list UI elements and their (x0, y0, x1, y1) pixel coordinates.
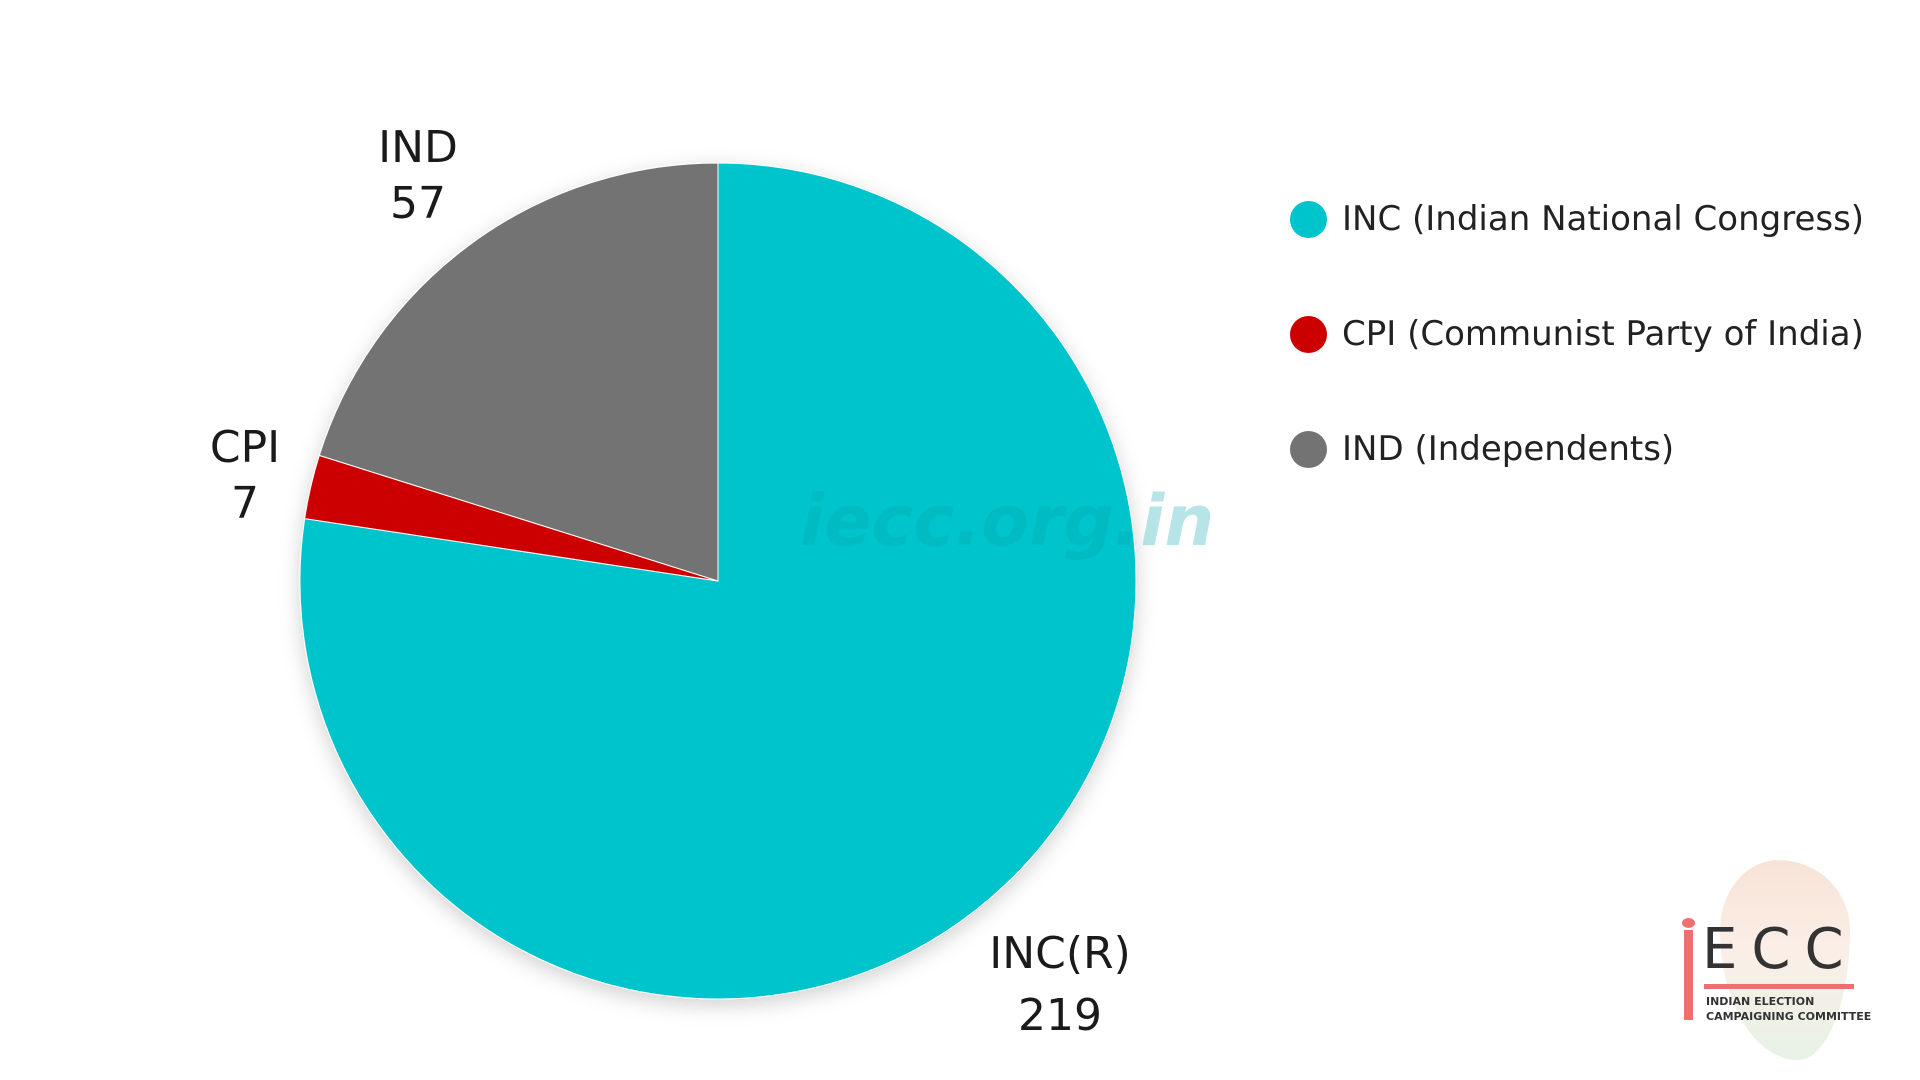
legend-swatch-cpi (1290, 315, 1327, 353)
logo-subtitle-line1: INDIAN ELECTION (1706, 995, 1815, 1008)
slice-label-incr: INC(R) (989, 928, 1131, 979)
legend-swatch-ind (1290, 430, 1327, 468)
logo-subtitle: INDIAN ELECTION CAMPAIGNING COMMITTEE (1706, 994, 1871, 1024)
slice-value-ind: 57 (390, 178, 446, 229)
slice-label-ind: IND (378, 122, 458, 173)
logo-subtitle-line2: CAMPAIGNING COMMITTEE (1706, 1010, 1872, 1023)
legend-label-cpi: CPI (Communist Party of India) (1342, 314, 1864, 354)
slice-value-incr: 219 (1018, 990, 1102, 1041)
pie-slices (299, 162, 1137, 1000)
logo-underline (1704, 984, 1854, 989)
legend-swatch-inc (1290, 200, 1327, 238)
logo-wordmark: ECC (1702, 917, 1858, 982)
logo-dot (1682, 918, 1695, 928)
slice-label-cpi: CPI (210, 422, 280, 473)
legend-item-ind: IND (Independents) (1290, 425, 1864, 473)
pie-slice-ind (318, 162, 719, 582)
iecc-logo: ECC INDIAN ELECTION CAMPAIGNING COMMITTE… (1660, 860, 1890, 1070)
logo-bar (1684, 930, 1693, 1020)
legend: INC (Indian National Congress) CPI (Comm… (1290, 195, 1864, 540)
legend-item-inc: INC (Indian National Congress) (1290, 195, 1864, 243)
watermark-text: iecc.org.in (800, 480, 1214, 562)
legend-item-cpi: CPI (Communist Party of India) (1290, 310, 1864, 358)
slice-value-cpi: 7 (231, 478, 259, 529)
legend-label-inc: INC (Indian National Congress) (1342, 199, 1865, 239)
legend-label-ind: IND (Independents) (1342, 429, 1675, 469)
